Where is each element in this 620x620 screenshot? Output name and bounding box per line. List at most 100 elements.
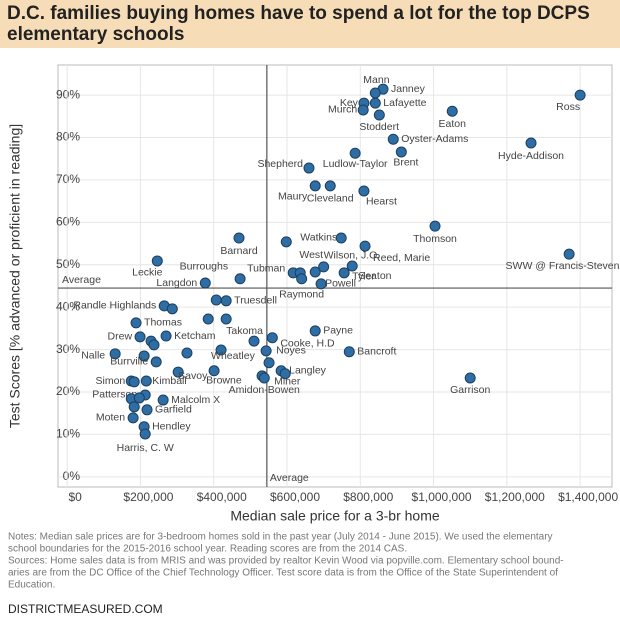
x-tick-label: $0	[68, 490, 82, 504]
point-label: Hearst	[366, 196, 397, 208]
point	[369, 87, 381, 99]
title-box	[0, 0, 620, 48]
x-tick-label: $400,000	[197, 490, 247, 504]
point-label: Nalle	[81, 350, 105, 362]
point	[233, 232, 245, 244]
point-label: Burrville	[110, 356, 148, 368]
point	[266, 332, 278, 344]
point	[280, 236, 292, 248]
y-tick-label: 70%	[56, 172, 80, 186]
point	[309, 266, 321, 278]
point	[395, 146, 407, 158]
y-tick-label: 0%	[63, 469, 81, 483]
point	[210, 294, 222, 306]
point	[128, 401, 140, 413]
y-tick-label: 60%	[56, 215, 80, 229]
point-label: Shepherd	[257, 158, 303, 170]
y-tick-label: 30%	[56, 342, 80, 356]
point	[359, 240, 371, 252]
x-tick-label: $1,200,000	[485, 490, 545, 504]
point	[109, 348, 121, 360]
y-tick-label: 80%	[56, 130, 80, 144]
reference-label: Average	[62, 274, 101, 286]
point-label: Ketcham	[174, 330, 216, 342]
point-label: Tyler	[352, 271, 375, 283]
point-label: Langley	[289, 365, 327, 377]
note: Sources: Home sales data is from MRIS an…	[8, 556, 564, 567]
y-tick-label: 90%	[56, 87, 80, 101]
point-label: Wheatley	[211, 350, 256, 362]
note: Education.	[8, 580, 55, 591]
point	[260, 345, 272, 357]
point	[128, 376, 140, 388]
point	[464, 372, 476, 384]
point	[139, 428, 151, 440]
point	[563, 248, 575, 260]
point	[315, 278, 327, 290]
point-label: Thomas	[144, 317, 182, 329]
point-label: Raymond	[279, 289, 324, 301]
point-label: Lafayette	[383, 97, 426, 109]
point	[220, 295, 232, 307]
point	[172, 366, 184, 378]
point-label: Maury	[278, 191, 308, 203]
point	[150, 356, 162, 368]
point-label: Eaton	[439, 118, 467, 130]
point-label: Truesdell	[234, 295, 277, 307]
point-label: Oyster-Adams	[401, 133, 468, 145]
point	[215, 344, 227, 356]
point-label: Randle Highlands	[73, 300, 156, 312]
point	[343, 346, 355, 358]
point	[199, 277, 211, 289]
point-label: Ross	[556, 101, 580, 113]
point	[141, 404, 153, 416]
point-label: Stoddert	[359, 121, 399, 133]
note: school boundaries for the 2015-2016 scho…	[8, 544, 407, 555]
point-label: Leckie	[132, 267, 163, 279]
point	[208, 365, 220, 377]
point	[148, 339, 160, 351]
point-label: Cleveland	[307, 193, 354, 205]
point	[309, 180, 321, 192]
point	[373, 109, 385, 121]
point	[309, 325, 321, 337]
y-tick-label: 20%	[56, 384, 80, 398]
chart-title: D.C. families buying homes have to spend…	[7, 3, 590, 45]
point	[303, 162, 315, 174]
point-label: Savoy	[178, 370, 208, 382]
point-label: Burroughs	[180, 261, 228, 273]
point-label: Simon	[96, 375, 126, 387]
point	[166, 303, 178, 315]
point-label: Garfield	[155, 404, 192, 416]
point-label: Bancroft	[357, 345, 396, 357]
reference-label: Average	[270, 472, 309, 484]
point	[140, 375, 152, 387]
y-tick-label: 40%	[56, 299, 80, 313]
point	[133, 392, 145, 404]
point	[358, 185, 370, 197]
point-label: Janney	[391, 83, 426, 95]
point	[279, 368, 291, 380]
point	[296, 273, 308, 285]
y-axis-label: Test Scores [% advanced or proficient in…	[7, 124, 23, 428]
point	[324, 180, 336, 192]
point	[157, 394, 169, 406]
point-label: Garrison	[450, 384, 490, 396]
point	[258, 372, 270, 384]
point-label: Reed, Marie	[373, 252, 430, 264]
point	[130, 317, 142, 329]
point	[346, 260, 358, 272]
point-label: Seaton	[358, 270, 391, 282]
point-label: Hendley	[152, 421, 191, 433]
point	[220, 313, 232, 325]
point-label: Harris, C. W	[117, 442, 174, 454]
point-label: Miner	[274, 376, 301, 388]
point-label: Wilson, J.O.	[324, 250, 381, 262]
point-label: Payne	[323, 325, 353, 337]
x-tick-label: $600,000	[270, 490, 320, 504]
point	[387, 133, 399, 145]
x-axis-label: Median sale price for a 3-br home	[230, 508, 440, 524]
point	[525, 137, 537, 149]
point-label: Kimball	[152, 375, 186, 387]
